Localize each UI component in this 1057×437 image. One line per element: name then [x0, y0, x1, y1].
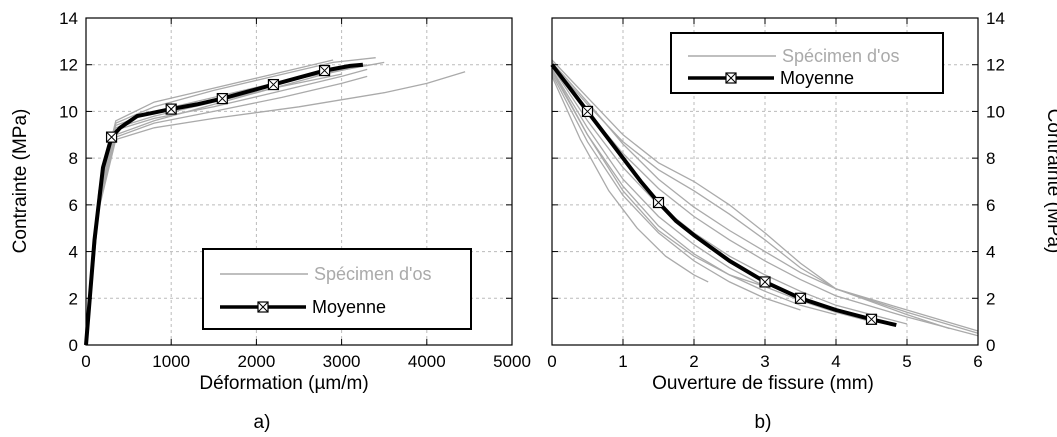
mean-line	[550, 63, 897, 328]
specimen-line-8	[551, 73, 801, 311]
x-tick-label: 1000	[152, 352, 190, 371]
specimen-line-7	[551, 71, 837, 316]
x-tick-label: 1	[618, 352, 627, 371]
y-tick-label: 6	[986, 196, 995, 215]
mean-marker	[267, 78, 280, 91]
y-tick-label: 14	[59, 9, 78, 28]
panel-label: b)	[755, 412, 772, 433]
legend-label-mean: Moyenne	[312, 297, 386, 317]
y-tick-label: 0	[986, 336, 995, 355]
specimen-line-9	[551, 76, 709, 283]
legend-box	[670, 32, 944, 94]
mean-marker	[581, 105, 594, 118]
x-tick-label: 3000	[323, 352, 361, 371]
panel-a: 0 1000 2000 3000 4000 5000 0 2 4 6 8 10 12 14 Déforma…	[10, 9, 531, 433]
y-tick-label: 12	[986, 56, 1005, 75]
legend-marker-symbol	[257, 301, 269, 313]
y-tick-label: 4	[69, 243, 78, 262]
ticks-a: 0 1000 2000 3000 4000 5000 0 2 4 6 8 10 12 14	[59, 9, 531, 371]
y-tick-label: 4	[986, 243, 995, 262]
x-tick-label: 5000	[493, 352, 531, 371]
y-tick-label: 0	[69, 336, 78, 355]
x-tick-label: 5	[902, 352, 911, 371]
specimen-line-8	[85, 71, 466, 346]
mean-marker	[652, 196, 665, 209]
plot-frame	[85, 17, 513, 346]
mean-marker	[105, 131, 118, 143]
mean-marker	[794, 292, 807, 304]
x-tick-label: 6	[973, 352, 982, 371]
y-tick-label: 8	[986, 149, 995, 168]
y-axis-label: Contrainte (MPa)	[10, 109, 31, 254]
specimen-line-5	[551, 66, 908, 325]
specimen-line-10	[551, 69, 766, 288]
y-tick-label: 8	[69, 149, 78, 168]
x-tick-label: 0	[81, 352, 90, 371]
mean-marker	[865, 313, 878, 325]
legend-marker-mean	[725, 72, 737, 84]
x-tick-label: 4000	[408, 352, 446, 371]
y-tick-label: 10	[59, 102, 78, 121]
x-tick-label: 2	[689, 352, 698, 371]
y-tick-label: 14	[986, 9, 1005, 28]
x-axis-label: Ouverture de fissure (mm)	[652, 373, 874, 394]
mean-marker	[759, 276, 771, 288]
y-axis-label: Contrainte (MPa)	[1043, 109, 1057, 254]
specimen-line-1	[551, 59, 979, 334]
series-a	[84, 57, 466, 346]
legend-marker-symbol	[725, 72, 737, 84]
mean-marker	[318, 64, 331, 77]
x-tick-label: 3	[760, 352, 769, 371]
frame-a	[85, 17, 513, 346]
mean-line	[84, 62, 364, 346]
legend-label-specimen: Spécimen d'os	[314, 264, 432, 284]
mean-marker	[216, 92, 228, 105]
x-tick-label: 2000	[237, 352, 275, 371]
x-tick-label: 4	[831, 352, 840, 371]
legend-label-mean: Moyenne	[780, 68, 854, 88]
y-tick-label: 2	[69, 289, 78, 308]
y-tick-label: 2	[986, 289, 995, 308]
legend-b: Spécimen d'os Moyenne	[670, 32, 944, 94]
panel-label: a)	[254, 412, 271, 433]
series-b	[550, 59, 979, 337]
legend-a: Spécimen d'os Moyenne	[202, 248, 472, 330]
y-tick-label: 6	[69, 196, 78, 215]
mean-marker	[165, 103, 177, 115]
legend-marker-mean	[257, 301, 269, 313]
x-axis-label: Déformation (µm/m)	[199, 373, 368, 394]
x-tick-label: 0	[547, 352, 556, 371]
y-tick-label: 12	[59, 56, 78, 75]
specimen-line-6	[551, 69, 872, 323]
specimen-line-3	[551, 61, 950, 330]
legend-box	[202, 248, 472, 330]
y-tick-label: 10	[986, 102, 1005, 121]
legend-label-specimen: Spécimen d'os	[782, 46, 900, 66]
